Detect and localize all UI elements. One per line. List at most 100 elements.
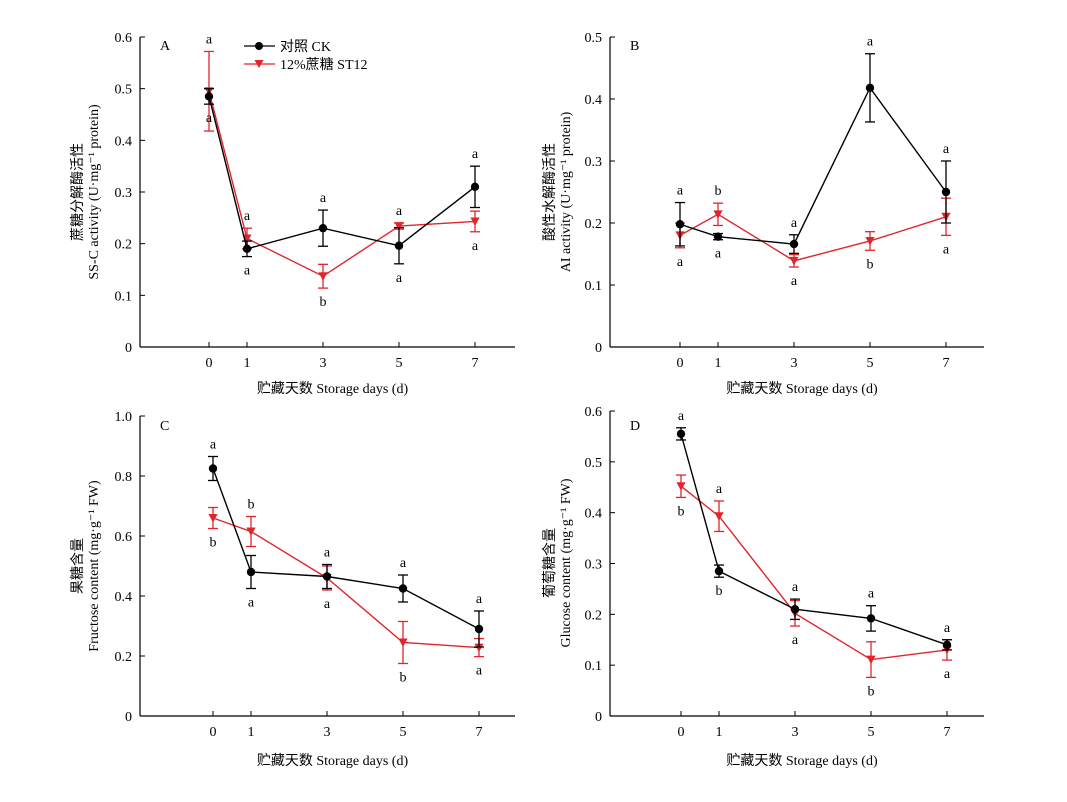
panel-c-x-axis-title: 贮藏天数 Storage days (d) [257, 753, 409, 769]
panel-a-ck-sig-letter: a [244, 264, 251, 279]
panel-c: 0 0.2 0.4 0.6 0.8 1.0 0 1 3 5 7 C 贮藏天数 Storage days … [70, 410, 515, 769]
panel-c-y-tick-label: 0.2 [115, 650, 133, 665]
panel-d-st-sig-letter: b [868, 684, 875, 699]
panel-a-ck-point [204, 92, 214, 101]
panel-b-y-axis-title-cn: 酸性水解酶活性 [542, 143, 558, 241]
panel-a-ck-point [470, 182, 480, 192]
panel-c-ck-point [322, 572, 332, 581]
panel-c-x-tick-label: 7 [476, 725, 483, 740]
panel-a-y-axis-title-cn: 蔗糖分解酶活性 [70, 143, 86, 241]
panel-b-ck-sig-letter: a [791, 216, 798, 231]
panel-b-ck-point [865, 83, 875, 93]
panel-a-label: A [160, 39, 171, 54]
legend: 对照 CK 12%蔗糖 ST12 [244, 39, 368, 73]
panel-d-ck-sig-letter: a [678, 409, 685, 424]
panel-b-ck-line [679, 86, 947, 245]
panel-c-y-tick-label: 0.4 [115, 590, 133, 605]
panel-d-st-sig-letter: b [678, 504, 685, 519]
panel-c-ck-point [474, 624, 484, 634]
panel-d-st-point [866, 655, 876, 665]
legend-ck-marker [255, 42, 263, 50]
panel-b-x-tick-label: 5 [867, 356, 874, 371]
panel-a-ck-sig-letter: a [320, 191, 327, 206]
panel-b-st-sig-letter: a [791, 274, 798, 289]
panel-d-label: D [630, 419, 640, 434]
panel-d-ck-point [866, 614, 876, 623]
panel-d-x-tick-label: 5 [868, 725, 875, 740]
panel-b-label: B [630, 39, 639, 54]
panel-c-y-axis-title-en: Fructose content (mg·g⁻¹ FW) [87, 480, 102, 652]
panel-b-x-tick-label: 0 [677, 356, 684, 371]
panel-b-y-tick-label: 0.1 [585, 279, 603, 294]
panel-a-y-tick-label: 0.3 [115, 186, 133, 201]
panel-b-x-tick-label: 1 [715, 356, 722, 371]
panel-b-st-point [865, 236, 875, 246]
panel-c-st-sig-letter: b [248, 498, 255, 513]
panel-d-y-tick-label: 0.5 [585, 456, 603, 471]
panel-d-x-axis-title: 贮藏天数 Storage days (d) [726, 753, 878, 769]
panel-c-y-tick-label: 0.8 [115, 470, 133, 485]
panel-d-ck-point [676, 429, 686, 439]
panel-a-st-point [242, 234, 252, 243]
panel-b-ck-point [713, 232, 723, 241]
panel-d-y-tick-label: 0.1 [585, 659, 603, 674]
panel-a-st-point [318, 272, 328, 281]
panel-c-ck-sig-letter: a [324, 546, 331, 561]
panel-c-st-point [398, 638, 408, 647]
panel-b-st-point [789, 256, 799, 266]
panel-d-x-tick-label: 0 [678, 725, 685, 740]
panel-a-st-sig-letter: a [206, 32, 213, 47]
panel-d-st-point [676, 482, 686, 491]
panel-b-st-sig-letter: b [715, 184, 722, 199]
panel-d-st-sig-letter: a [792, 633, 799, 648]
panel-c-st-sig-letter: b [210, 536, 217, 551]
panel-a-ck-sig-letter: a [472, 147, 479, 162]
panel-a-y-tick-label: 0.1 [115, 289, 133, 304]
panel-a-ck-sig-letter: a [396, 271, 403, 286]
panel-a-st-point [470, 217, 480, 226]
panel-d-ck-point [942, 640, 952, 650]
panel-d-ck-point [790, 605, 800, 614]
panel-d-y-tick-label: 0 [595, 710, 602, 725]
panel-b-y-tick-label: 0.4 [585, 93, 603, 108]
panel-c-y-tick-label: 0.6 [115, 530, 133, 545]
panel-a-st-sig-letter: a [396, 204, 403, 219]
panel-c-x-tick-label: 3 [324, 725, 331, 740]
panel-d: 0 0.1 0.2 0.3 0.4 0.5 0.6 0 1 3 5 7 D 贮藏天数 Storage da… [542, 405, 984, 769]
panel-b-ck-point [675, 220, 685, 229]
panel-c-ck-sig-letter: a [476, 592, 483, 607]
panel-a-y-axis-title-en: SS-C activity (U·mg⁻¹ protein) [87, 104, 102, 280]
panel-b-ck-point [789, 239, 799, 249]
panel-b: 0 0.1 0.2 0.3 0.4 0.5 0 1 3 5 7 B 贮藏天数 Storage days … [542, 31, 984, 397]
panel-a-ck-line [208, 96, 476, 250]
panel-b-y-tick-label: 0 [595, 341, 602, 356]
panel-c-y-axis-title-cn: 果糖含量 [70, 538, 86, 594]
panel-a-st-sig-letter: a [244, 209, 251, 224]
panel-a-x-axis-title: 贮藏天数 Storage days (d) [257, 381, 409, 397]
panel-a-ck-sig-letter: a [206, 111, 213, 126]
panel-c-st-point [246, 527, 256, 536]
panel-c-x-tick-label: 5 [400, 725, 407, 740]
panel-c-st-point [208, 514, 218, 523]
panel-b-ck-sig-letter: a [715, 247, 722, 262]
panel-d-ck-sig-letter: a [868, 587, 875, 602]
panel-a-x-tick-label: 0 [206, 356, 213, 371]
panel-a: 0 0.1 0.2 0.3 0.4 0.5 0.6 0 1 3 5 7 A 贮藏天数 Storage da… [70, 31, 515, 397]
panel-d-x-tick-label: 1 [716, 725, 723, 740]
legend-st-marker [254, 60, 264, 68]
panel-c-ck-sig-letter: a [248, 596, 255, 611]
panel-a-y-tick-label: 0.6 [115, 31, 133, 46]
panel-c-st-sig-letter: b [400, 671, 407, 686]
panel-b-y-tick-label: 0.3 [585, 155, 603, 170]
panel-b-st-sig-letter: a [677, 255, 684, 270]
panel-d-y-axis-title-en: Glucose content (mg·g⁻¹ FW) [559, 478, 574, 647]
panel-b-x-tick-label: 7 [943, 356, 950, 371]
panel-b-ck-sig-letter: a [677, 184, 684, 199]
panel-a-x-tick-label: 3 [320, 356, 327, 371]
panel-a-x-tick-label: 7 [472, 356, 479, 371]
legend-ck-label: 对照 CK [280, 39, 331, 55]
panel-a-st-sig-letter: b [320, 295, 327, 310]
panel-c-ck-point [246, 567, 256, 577]
panel-c-st-point [474, 643, 484, 653]
